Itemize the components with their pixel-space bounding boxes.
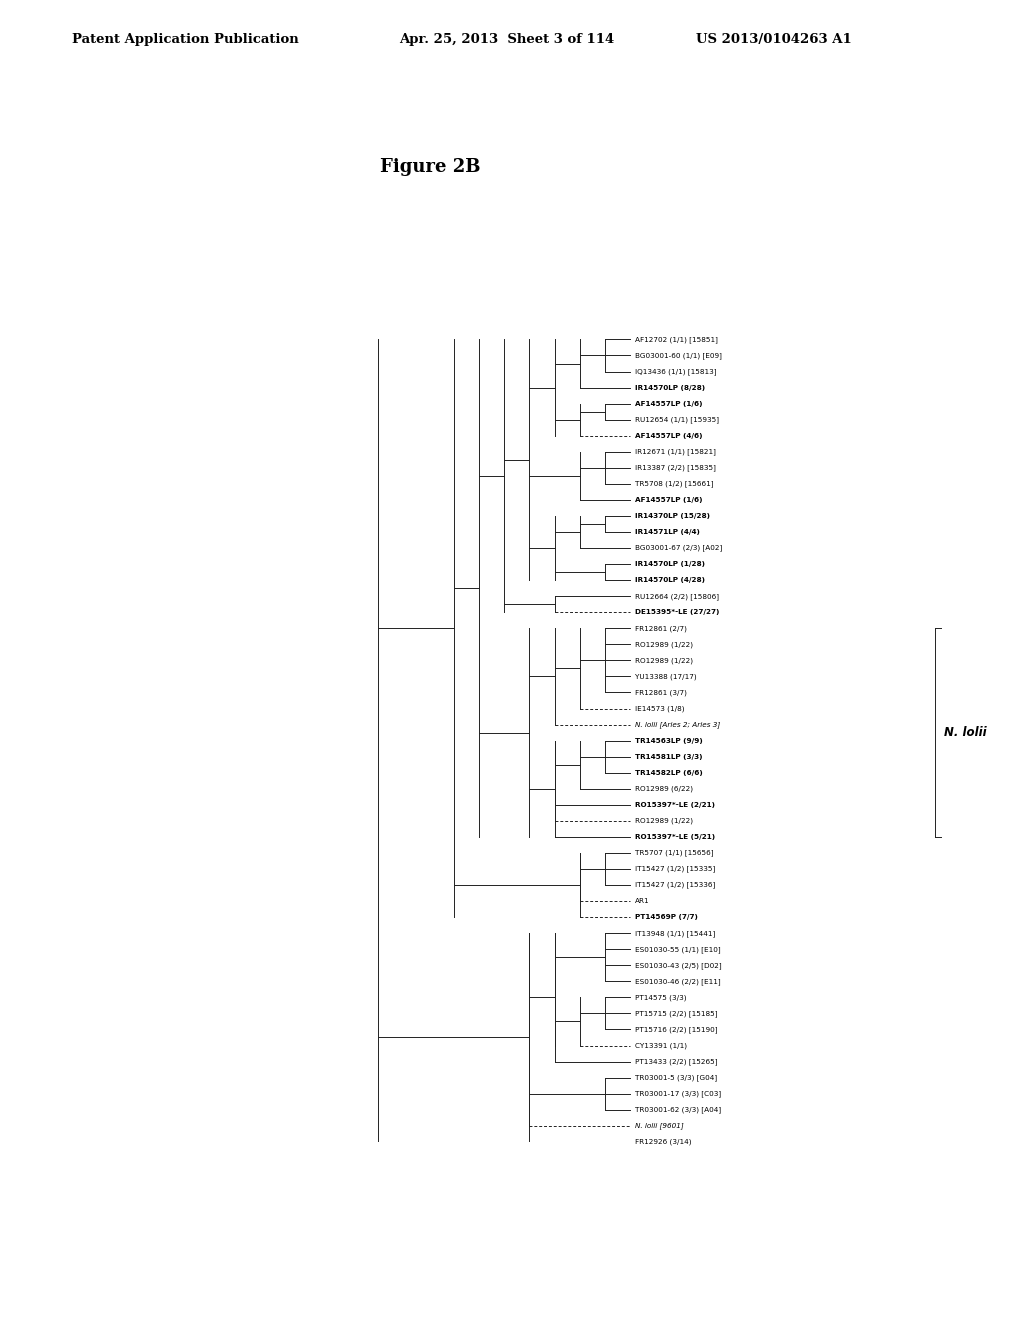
Text: BG03001-67 (2/3) [A02]: BG03001-67 (2/3) [A02] — [635, 545, 722, 552]
Text: RO15397*-LE (5/21): RO15397*-LE (5/21) — [635, 834, 715, 840]
Text: AF14557LP (1/6): AF14557LP (1/6) — [635, 401, 702, 407]
Text: BG03001-60 (1/1) [E09]: BG03001-60 (1/1) [E09] — [635, 352, 722, 359]
Text: RU12664 (2/2) [15806]: RU12664 (2/2) [15806] — [635, 593, 719, 599]
Text: RO12989 (6/22): RO12989 (6/22) — [635, 785, 693, 792]
Text: AF14557LP (4/6): AF14557LP (4/6) — [635, 433, 702, 438]
Text: FR12926 (3/14): FR12926 (3/14) — [635, 1139, 691, 1144]
Text: RO12989 (1/22): RO12989 (1/22) — [635, 817, 693, 824]
Text: ES01030-55 (1/1) [E10]: ES01030-55 (1/1) [E10] — [635, 946, 721, 953]
Text: N. lolii [9601]: N. lolii [9601] — [635, 1122, 684, 1129]
Text: Patent Application Publication: Patent Application Publication — [72, 33, 298, 46]
Text: N. lolii: N. lolii — [944, 726, 986, 739]
Text: DE15395*-LE (27/27): DE15395*-LE (27/27) — [635, 610, 719, 615]
Text: TR5708 (1/2) [15661]: TR5708 (1/2) [15661] — [635, 480, 714, 487]
Text: RO12989 (1/22): RO12989 (1/22) — [635, 642, 693, 648]
Text: IR14570LP (8/28): IR14570LP (8/28) — [635, 384, 705, 391]
Text: ES01030-43 (2/5) [D02]: ES01030-43 (2/5) [D02] — [635, 962, 722, 969]
Text: IR14570LP (4/28): IR14570LP (4/28) — [635, 577, 705, 583]
Text: IR14370LP (15/28): IR14370LP (15/28) — [635, 513, 710, 519]
Text: AF14557LP (1/6): AF14557LP (1/6) — [635, 496, 702, 503]
Text: AR1: AR1 — [635, 898, 649, 904]
Text: RO12989 (1/22): RO12989 (1/22) — [635, 657, 693, 664]
Text: TR14563LP (9/9): TR14563LP (9/9) — [635, 738, 702, 743]
Text: IT15427 (1/2) [15335]: IT15427 (1/2) [15335] — [635, 866, 715, 873]
Text: US 2013/0104263 A1: US 2013/0104263 A1 — [696, 33, 852, 46]
Text: YU13388 (17/17): YU13388 (17/17) — [635, 673, 696, 680]
Text: IE14573 (1/8): IE14573 (1/8) — [635, 705, 684, 711]
Text: TR5707 (1/1) [15656]: TR5707 (1/1) [15656] — [635, 850, 714, 857]
Text: TR03001-5 (3/3) [G04]: TR03001-5 (3/3) [G04] — [635, 1074, 717, 1081]
Text: TR14581LP (3/3): TR14581LP (3/3) — [635, 754, 702, 760]
Text: TR03001-62 (3/3) [A04]: TR03001-62 (3/3) [A04] — [635, 1106, 721, 1113]
Text: PT15716 (2/2) [15190]: PT15716 (2/2) [15190] — [635, 1026, 718, 1032]
Text: IR14571LP (4/4): IR14571LP (4/4) — [635, 529, 699, 535]
Text: TR14582LP (6/6): TR14582LP (6/6) — [635, 770, 702, 776]
Text: IR13387 (2/2) [15835]: IR13387 (2/2) [15835] — [635, 465, 716, 471]
Text: RU12654 (1/1) [15935]: RU12654 (1/1) [15935] — [635, 416, 719, 422]
Text: PT15715 (2/2) [15185]: PT15715 (2/2) [15185] — [635, 1010, 718, 1016]
Text: FR12861 (3/7): FR12861 (3/7) — [635, 689, 687, 696]
Text: IT13948 (1/1) [15441]: IT13948 (1/1) [15441] — [635, 929, 715, 937]
Text: TR03001-17 (3/3) [C03]: TR03001-17 (3/3) [C03] — [635, 1090, 721, 1097]
Text: RO15397*-LE (2/21): RO15397*-LE (2/21) — [635, 801, 715, 808]
Text: PT14575 (3/3): PT14575 (3/3) — [635, 994, 686, 1001]
Text: PT14569P (7/7): PT14569P (7/7) — [635, 915, 697, 920]
Text: Figure 2B: Figure 2B — [380, 158, 480, 177]
Text: IR14570LP (1/28): IR14570LP (1/28) — [635, 561, 705, 568]
Text: N. lolii [Aries 2; Aries 3]: N. lolii [Aries 2; Aries 3] — [635, 721, 720, 727]
Text: AF12702 (1/1) [15851]: AF12702 (1/1) [15851] — [635, 337, 718, 343]
Text: IR12671 (1/1) [15821]: IR12671 (1/1) [15821] — [635, 449, 716, 455]
Text: FR12861 (2/7): FR12861 (2/7) — [635, 626, 687, 631]
Text: CY13391 (1/1): CY13391 (1/1) — [635, 1043, 687, 1049]
Text: Apr. 25, 2013  Sheet 3 of 114: Apr. 25, 2013 Sheet 3 of 114 — [399, 33, 614, 46]
Text: IT15427 (1/2) [15336]: IT15427 (1/2) [15336] — [635, 882, 715, 888]
Text: PT13433 (2/2) [15265]: PT13433 (2/2) [15265] — [635, 1059, 718, 1065]
Text: IQ13436 (1/1) [15813]: IQ13436 (1/1) [15813] — [635, 368, 717, 375]
Text: ES01030-46 (2/2) [E11]: ES01030-46 (2/2) [E11] — [635, 978, 721, 985]
